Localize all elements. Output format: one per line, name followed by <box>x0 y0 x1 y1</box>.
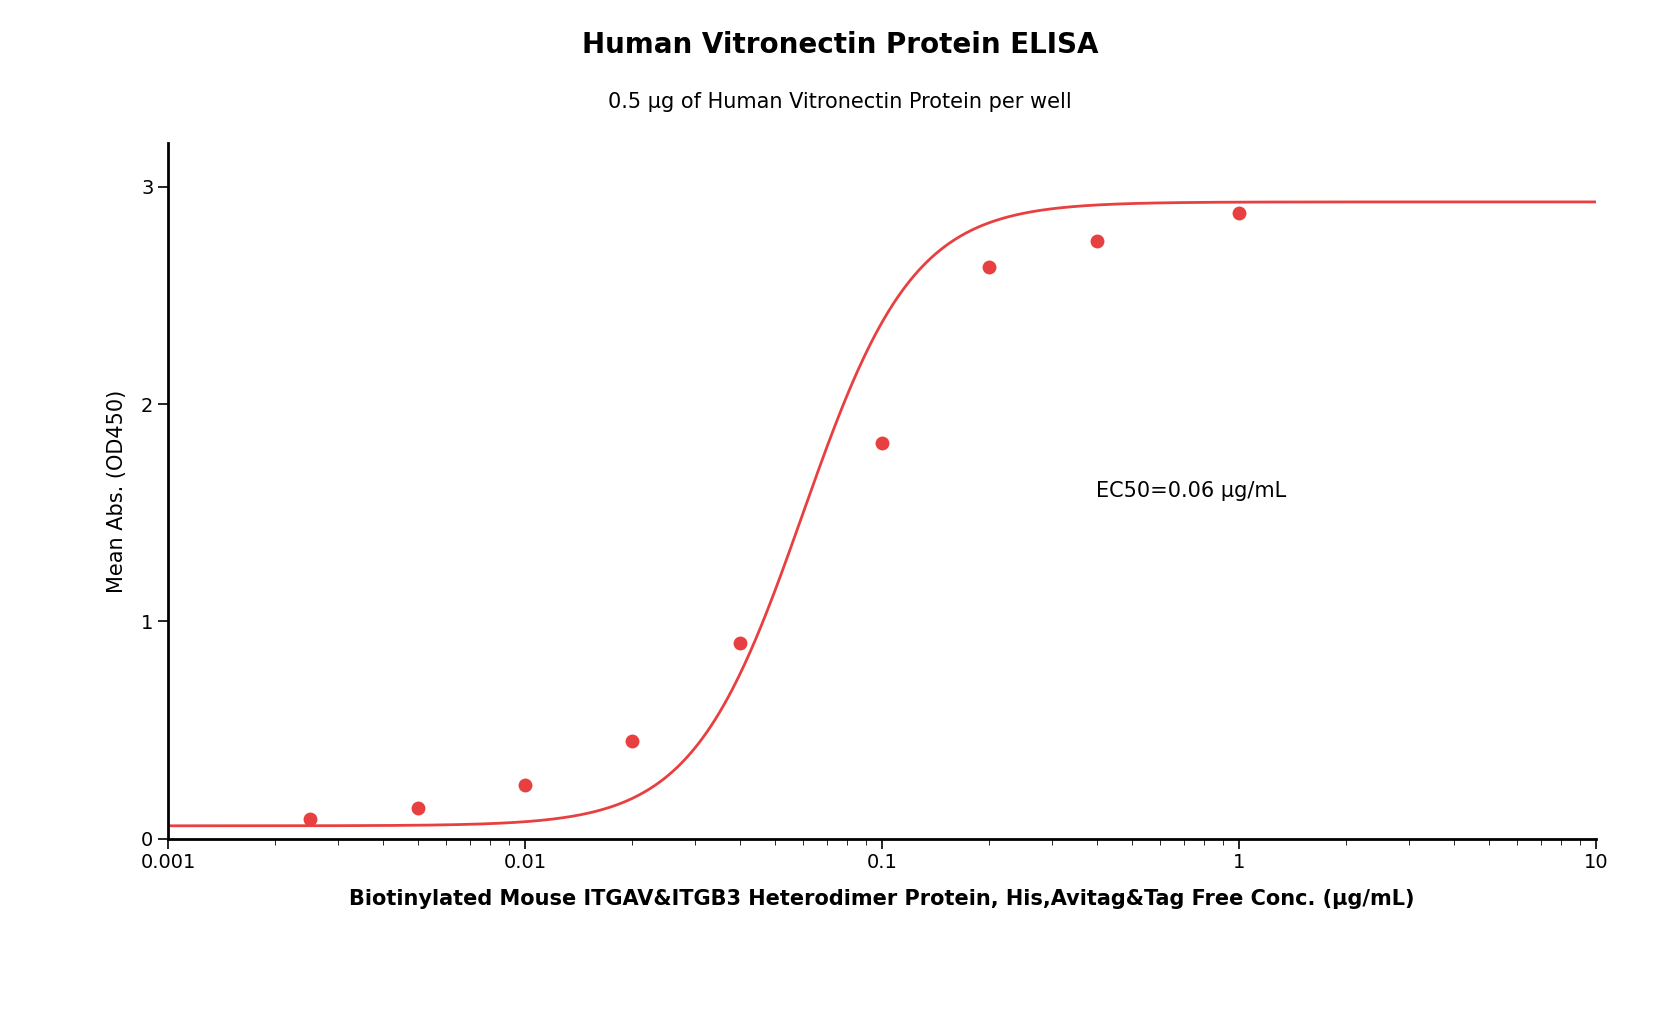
Point <box>405 800 432 816</box>
Point <box>1226 205 1253 221</box>
Point <box>297 811 324 828</box>
Point <box>618 732 645 749</box>
Point <box>976 259 1003 275</box>
Text: Human Vitronectin Protein ELISA: Human Vitronectin Protein ELISA <box>581 31 1099 58</box>
X-axis label: Biotinylated Mouse ITGAV&ITGB3 Heterodimer Protein, His,Avitag&Tag Free Conc. (μ: Biotinylated Mouse ITGAV&ITGB3 Heterodim… <box>349 889 1415 909</box>
Text: 0.5 μg of Human Vitronectin Protein per well: 0.5 μg of Human Vitronectin Protein per … <box>608 92 1072 113</box>
Point <box>1084 233 1110 250</box>
Point <box>512 776 539 793</box>
Point <box>726 635 753 652</box>
Y-axis label: Mean Abs. (OD450): Mean Abs. (OD450) <box>108 390 128 592</box>
Point <box>869 435 895 451</box>
Text: EC50=0.06 μg/mL: EC50=0.06 μg/mL <box>1097 481 1287 501</box>
